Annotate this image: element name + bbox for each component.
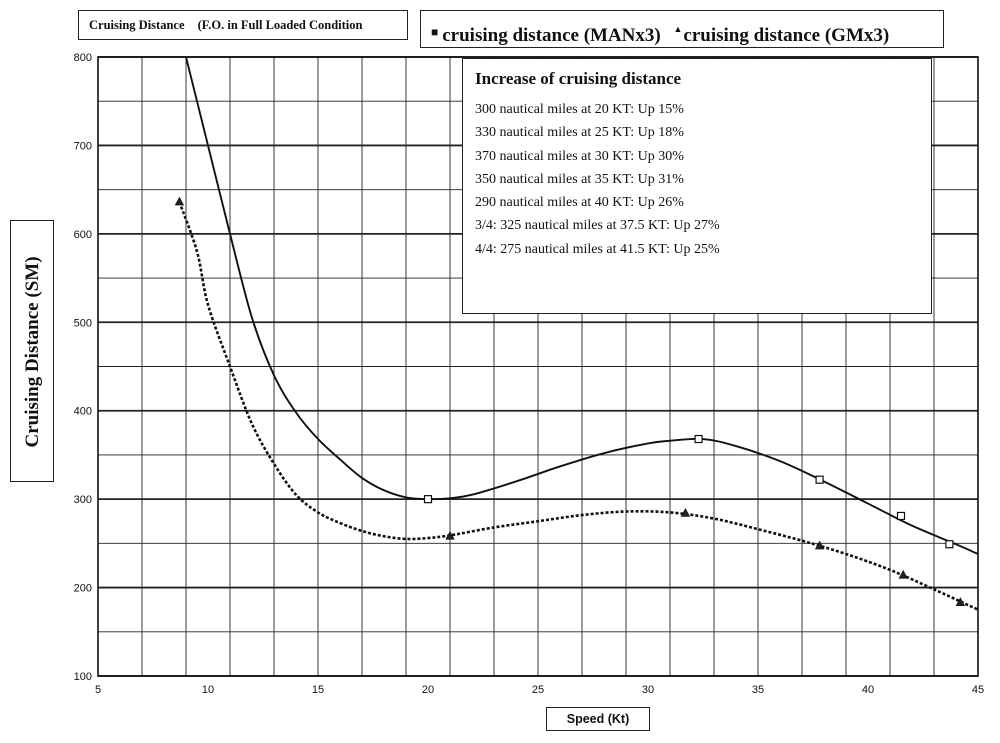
data-point-gm — [445, 530, 455, 540]
x-axis-label: Speed (Kt) — [546, 707, 650, 731]
data-point-gm — [898, 569, 908, 579]
annotation-line: 370 nautical miles at 30 KT: Up 30% — [475, 148, 684, 164]
y-tick-label: 100 — [74, 671, 92, 683]
annotation-line: 350 nautical miles at 35 KT: Up 31% — [475, 171, 684, 187]
chart-title: Cruising Distance — [89, 18, 185, 32]
y-tick-label: 300 — [74, 494, 92, 506]
data-point-man — [815, 475, 824, 484]
square-marker-icon: ■ — [431, 25, 439, 39]
x-tick-label: 15 — [312, 684, 324, 696]
data-point-man — [896, 511, 906, 521]
legend: ■ cruising distance (MANx3) ▲cruising dis… — [420, 10, 944, 48]
data-point-gm — [955, 597, 966, 607]
x-tick-label: 25 — [532, 684, 544, 696]
legend-item-gm: ▲cruising distance (GMx3) — [673, 24, 890, 46]
x-tick-label: 5 — [95, 684, 101, 696]
y-tick-label: 800 — [74, 52, 92, 64]
annotation-line: 3/4: 325 nautical miles at 37.5 KT: Up 2… — [475, 218, 720, 234]
triangle-marker-icon: ▲ — [673, 24, 683, 34]
data-point-gm — [814, 540, 825, 550]
data-point-man — [694, 434, 703, 444]
chart-subtitle: (F.O. in Full Loaded Condition — [197, 18, 363, 32]
y-tick-label: 700 — [74, 140, 92, 152]
data-point-gm — [680, 507, 691, 517]
plot-frame — [97, 56, 979, 677]
x-tick-label: 20 — [422, 684, 434, 696]
legend-label-man: cruising distance (MANx3) — [442, 25, 661, 46]
x-tick-label: 10 — [202, 684, 214, 696]
annotation-heading: Increase of cruising distance — [475, 69, 682, 88]
annotation-line: 290 nautical miles at 40 KT: Up 26% — [475, 195, 684, 211]
x-tick-label: 30 — [642, 684, 654, 696]
data-point-gm — [174, 196, 185, 206]
annotation-box: Increase of cruising distance 300 nautic… — [462, 58, 932, 314]
x-tick-label: 40 — [862, 684, 874, 696]
y-tick-label: 600 — [74, 229, 92, 241]
y-tick-label: 200 — [74, 583, 92, 595]
series-line-man — [185, 57, 978, 555]
y-axis-label-box: Cruising Distance (SM) — [10, 220, 54, 482]
chart-title-box: Cruising Distance (F.O. in Full Loaded C… — [78, 10, 408, 40]
legend-item-man: ■ cruising distance (MANx3) — [431, 25, 665, 46]
annotation-line: 300 nautical miles at 20 KT: Up 15% — [475, 102, 684, 117]
annotation-line: 330 nautical miles at 25 KT: Up 18% — [475, 125, 684, 141]
x-tick-label: 35 — [752, 684, 764, 696]
data-point-man — [423, 495, 433, 504]
annotation-line: 4/4: 275 nautical miles at 41.5 KT: Up 2… — [475, 241, 720, 257]
legend-label-gm: cruising distance (GMx3) — [683, 25, 890, 46]
y-axis-label: Cruising Distance (SM) — [22, 256, 43, 448]
data-point-man — [945, 540, 954, 549]
x-tick-label: 45 — [972, 684, 984, 696]
y-tick-label: 400 — [74, 406, 92, 418]
y-tick-label: 500 — [74, 317, 92, 329]
